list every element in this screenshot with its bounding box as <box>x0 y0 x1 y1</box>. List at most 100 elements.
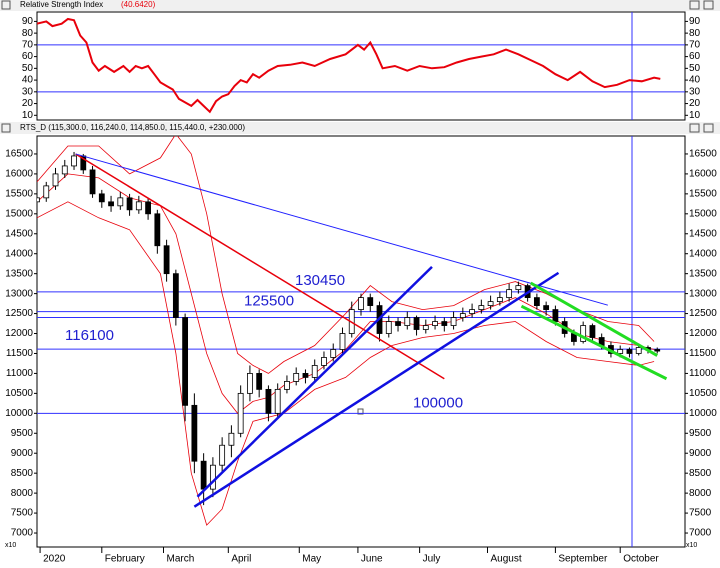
price-frame <box>36 135 686 548</box>
rsi-frame <box>36 11 686 121</box>
bollinger-band <box>37 136 655 374</box>
candle-body <box>284 381 290 390</box>
candle-body <box>256 373 263 390</box>
y-tick-label: 20 <box>22 98 34 109</box>
candle-body <box>302 373 309 378</box>
y-tick-label: 16500 <box>689 149 717 160</box>
y-tick-label: 60 <box>22 51 34 62</box>
candle-body <box>237 392 244 434</box>
y-tick-label: 9500 <box>11 428 34 439</box>
candle-body <box>145 201 151 215</box>
y-tick-label: 80 <box>22 28 34 39</box>
candle-body <box>626 349 633 354</box>
y-tick-label: 40 <box>689 75 701 86</box>
axis-multiplier: x10 <box>686 542 697 549</box>
candle-body <box>422 325 429 330</box>
candle-body <box>506 289 513 299</box>
candle-body <box>385 321 392 334</box>
y-tick-label: 8500 <box>11 468 34 479</box>
candle-body <box>37 197 40 203</box>
y-tick-label: 16000 <box>5 169 33 180</box>
trend-line <box>75 153 608 306</box>
candle-body <box>617 349 624 354</box>
y-tick-label: 10500 <box>689 388 717 399</box>
y-tick-label: 11500 <box>6 348 34 359</box>
level-label: 100000 <box>413 394 463 411</box>
panel-icon[interactable] <box>1 123 11 133</box>
candle-body <box>117 197 124 207</box>
candle-body <box>395 321 401 326</box>
candle-body <box>52 173 59 187</box>
axis-multiplier: x10 <box>5 542 16 549</box>
y-tick-label: 70 <box>22 40 34 51</box>
y-tick-label: 12000 <box>689 328 717 339</box>
y-tick-label: 9000 <box>689 448 712 459</box>
y-tick-label: 14000 <box>689 248 717 259</box>
y-tick-label: 20 <box>689 98 701 109</box>
y-tick-label: 9500 <box>689 428 712 439</box>
candle-body <box>108 201 114 207</box>
candle-body <box>209 464 216 490</box>
x-tick-label: February <box>105 554 145 565</box>
candle-body <box>265 388 272 414</box>
candle-body <box>172 273 179 318</box>
x-tick-label: 2020 <box>43 554 66 565</box>
plot-area <box>37 17 685 114</box>
candle-body <box>135 201 142 211</box>
y-tick-label: 30 <box>22 86 34 97</box>
candle-body <box>441 321 448 326</box>
x-tick-label: March <box>167 554 195 565</box>
candle-body <box>154 213 161 247</box>
candle-body <box>404 317 411 326</box>
panel-icon[interactable] <box>703 123 714 133</box>
y-tick-label: 10 <box>22 110 34 121</box>
candle-body <box>654 349 661 352</box>
level-label: 125500 <box>244 293 294 310</box>
x-tick-label: October <box>623 554 659 565</box>
x-tick-label: August <box>491 554 522 565</box>
y-tick-label: 50 <box>22 63 34 74</box>
y-tick-label: 30 <box>689 86 701 97</box>
candle-body <box>228 432 235 446</box>
candle-body <box>311 365 318 378</box>
y-tick-label: 40 <box>22 75 34 86</box>
y-tick-label: 9000 <box>11 448 34 459</box>
candle-body <box>515 285 522 291</box>
y-tick-label: 80 <box>689 28 701 39</box>
candle-body <box>71 155 77 167</box>
y-tick-label: 12500 <box>5 308 33 319</box>
y-tick-label: 10000 <box>689 408 717 419</box>
trend-line <box>75 153 445 380</box>
rsi-line <box>37 17 661 114</box>
y-tick-label: 12500 <box>689 308 717 319</box>
y-tick-label: 7500 <box>689 508 712 519</box>
panel-header <box>0 0 720 11</box>
candle-body <box>293 373 300 382</box>
candle-body <box>330 349 337 358</box>
panel-icon[interactable] <box>689 123 700 133</box>
candle-body <box>552 309 559 322</box>
panel-icon[interactable] <box>703 0 714 10</box>
candle-body <box>126 197 133 211</box>
candle-body <box>580 325 587 342</box>
candle-body <box>496 297 503 302</box>
candle-body <box>367 297 374 306</box>
level-label: 116100 <box>65 327 114 344</box>
y-tick-label: 8000 <box>689 488 712 499</box>
rsi-title: Relative Strength Index <box>20 0 103 9</box>
price-title: RTS_D (115,300.0, 116,240.0, 114,850.0, … <box>20 123 245 132</box>
y-tick-label: 10500 <box>5 388 33 399</box>
y-tick-label: 7000 <box>689 528 712 539</box>
panel-icon[interactable] <box>1 0 11 10</box>
bollinger-band <box>37 201 655 526</box>
y-tick-label: 15000 <box>5 208 33 219</box>
candle-body <box>478 305 485 310</box>
y-tick-label: 7500 <box>11 508 34 519</box>
y-tick-label: 90 <box>689 16 701 27</box>
panel-icon[interactable] <box>689 0 700 10</box>
candle-body <box>163 245 170 275</box>
y-tick-label: 16000 <box>689 169 717 180</box>
candle-body <box>358 297 364 310</box>
y-tick-label: 8500 <box>689 468 712 479</box>
candle-body <box>191 404 198 462</box>
